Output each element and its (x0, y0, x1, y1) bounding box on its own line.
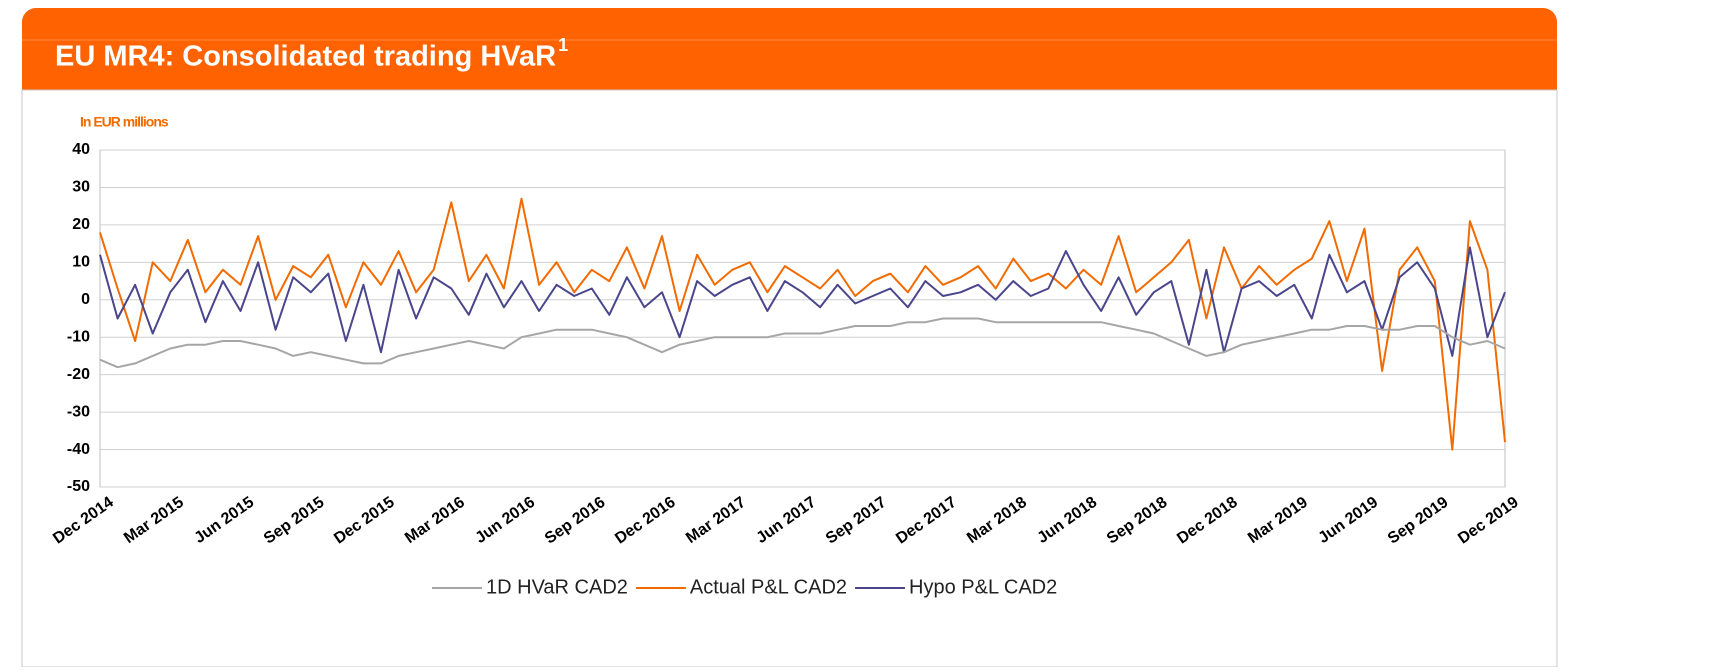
y-axis-label: In EUR millions (80, 114, 169, 130)
header-bar (22, 8, 1557, 108)
y-tick-label: -10 (67, 328, 90, 345)
chart-title: EU MR4: Consolidated trading HVaR (55, 41, 556, 73)
series-line (99, 317, 1506, 369)
chart-panel (21, 89, 1558, 668)
y-tick-label: -50 (67, 478, 90, 495)
y-tick-label: 40 (72, 141, 90, 158)
legend-label: 1D HVaR CAD2 (486, 576, 628, 598)
legend-label: Actual P&L CAD2 (690, 576, 847, 598)
y-tick-label: -30 (67, 403, 90, 420)
y-tick-label: 0 (81, 291, 90, 308)
title-superscript: 1 (558, 35, 568, 55)
legend-label: Hypo P&L CAD2 (909, 576, 1057, 598)
y-tick-label: -20 (67, 366, 90, 383)
y-tick-label: 30 (72, 179, 90, 196)
y-tick-label: -40 (67, 441, 90, 458)
y-tick-label: 20 (72, 216, 90, 233)
series-line (99, 246, 1506, 357)
series-line (99, 197, 1506, 451)
y-tick-label: 10 (72, 254, 90, 271)
